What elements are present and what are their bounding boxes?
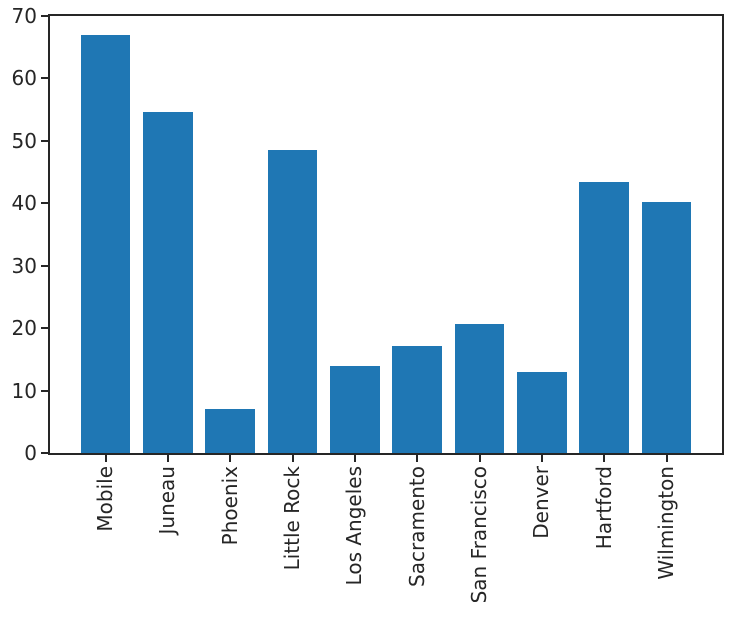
bar-hartford [579, 182, 630, 453]
y-tick-label: 60 [11, 66, 37, 91]
x-tick-label: Denver [529, 466, 554, 539]
y-tick [41, 264, 48, 267]
y-tick [41, 327, 48, 330]
y-tick [41, 139, 48, 142]
y-tick [41, 15, 48, 17]
x-tick [166, 455, 169, 462]
y-tick [41, 452, 48, 454]
x-tick [665, 455, 668, 462]
bar-little-rock [267, 150, 318, 453]
y-tick-label: 70 [11, 4, 37, 28]
x-tick [291, 455, 294, 462]
bar-los-angeles [329, 365, 380, 453]
x-tick-label: Little Rock [280, 466, 304, 571]
plot-area: Mobile Juneau Phoenix Little Rock Los Angele… [12, 6, 724, 603]
x-tick [416, 455, 419, 462]
y-tick [41, 77, 48, 80]
y-tick-label: 30 [11, 253, 37, 278]
x-tick-label: Sacramento [404, 466, 429, 587]
x-tick-label: Wilmington [654, 466, 678, 580]
x-tick [540, 455, 543, 462]
y-tick-label: 10 [11, 378, 37, 403]
bar-denver [516, 371, 567, 453]
x-tick-label: Los Angeles [342, 466, 367, 586]
bar-wilmington [641, 202, 692, 453]
bar-sacramento [392, 345, 443, 453]
x-tick-label: Juneau [155, 466, 180, 535]
x-tick-label: Phoenix [217, 466, 242, 546]
x-tick-label: Mobile [93, 466, 117, 532]
y-tick-label: 40 [11, 191, 37, 216]
y-tick-label: 50 [11, 128, 37, 153]
y-tick [41, 389, 48, 392]
x-tick [353, 455, 356, 462]
y-tick-label: 0 [24, 441, 37, 465]
x-tick [104, 455, 107, 462]
bar-san-francisco [454, 323, 505, 453]
y-tick [41, 202, 48, 205]
x-tick-label: San Francisco [467, 466, 491, 604]
bar-phoenix [205, 409, 256, 453]
x-tick [229, 455, 232, 462]
x-tick-label: Hartford [591, 466, 616, 550]
y-tick-label: 20 [11, 316, 37, 341]
bar-juneau [142, 111, 193, 453]
bar-mobile [80, 34, 131, 453]
x-tick [603, 455, 606, 462]
x-tick [478, 455, 481, 462]
